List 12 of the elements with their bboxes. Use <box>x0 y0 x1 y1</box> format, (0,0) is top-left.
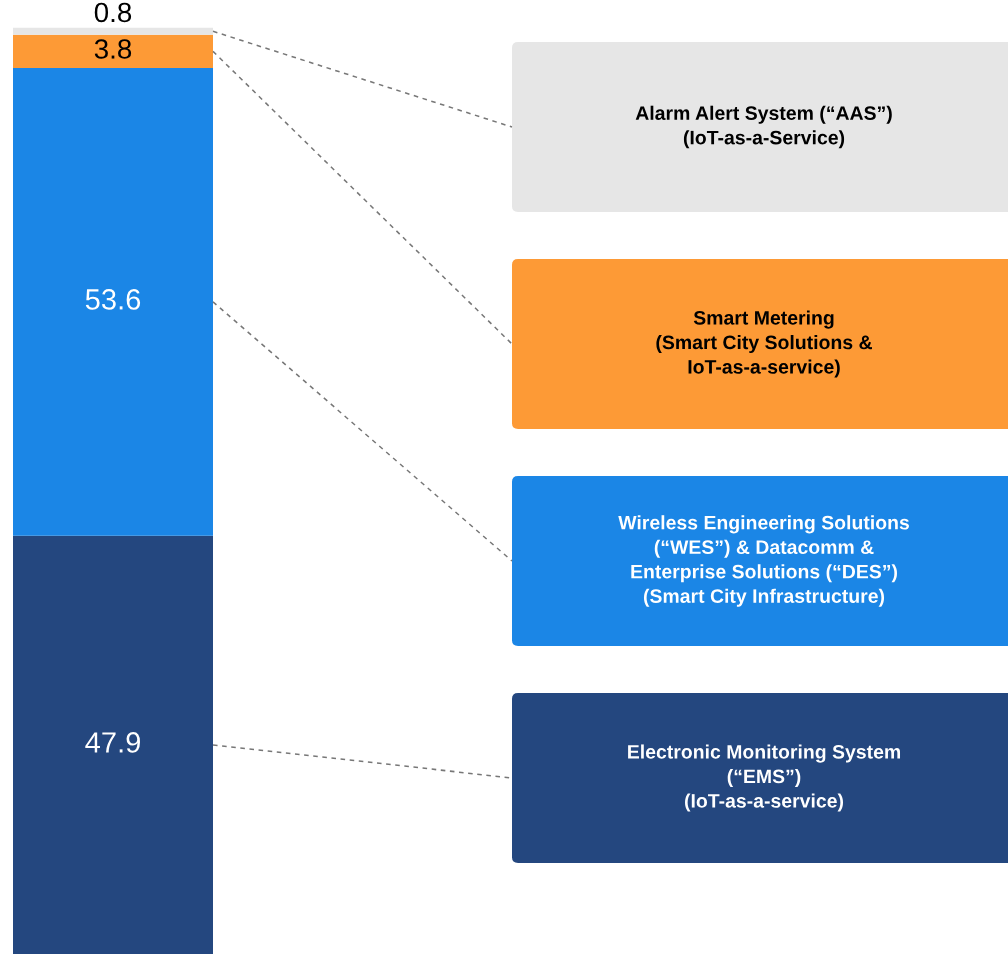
bar <box>13 34 213 68</box>
bar <box>13 67 213 536</box>
data-label: 53.6 <box>85 289 141 310</box>
text: Smart Metering (Smart City Solutions & IoT-as-a-service) <box>656 310 872 378</box>
text: Wireless Engineering Solutions (“WES”) & Datacomm & Enterprise Solutions (“DES”) (Smart City Infrastructure) <box>618 515 909 607</box>
text: Electronic Monitoring System (“EMS”) (IoT-as-a-service) <box>628 744 901 812</box>
data-label: 0.8 <box>94 2 132 23</box>
bar <box>13 27 213 35</box>
data-label: 47.9 <box>85 732 140 753</box>
data-label: 3.8 <box>94 39 132 59</box>
text: Alarm Alert System (“AAS”) (IoT-as-a-Service) <box>635 105 892 149</box>
bar <box>13 535 213 954</box>
